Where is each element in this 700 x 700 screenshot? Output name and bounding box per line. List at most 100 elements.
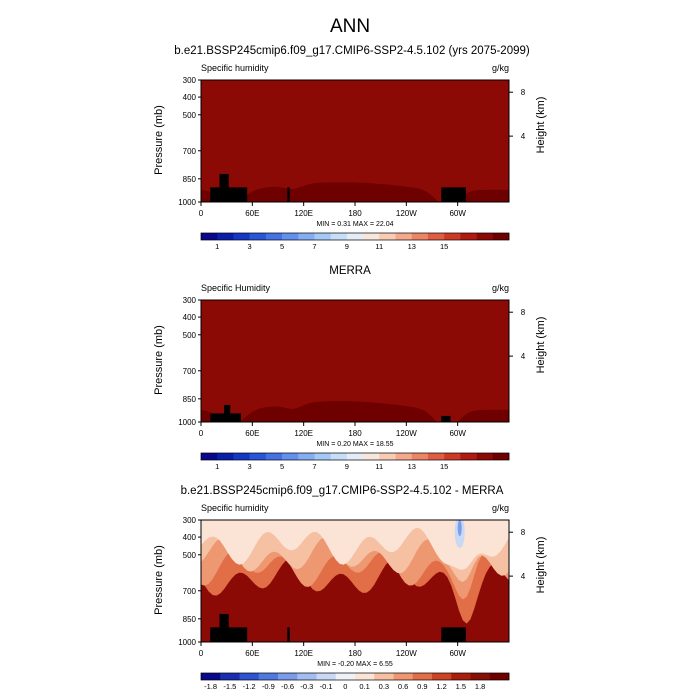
x-tick-label: 180 xyxy=(348,429,362,438)
colorbar-label: 3 xyxy=(248,462,252,471)
colorbar-label: 5 xyxy=(280,462,284,471)
y-axis-label: Pressure (mb) xyxy=(153,545,165,615)
colorbar-swatch xyxy=(427,233,445,240)
colorbar-label: 0.3 xyxy=(379,682,389,691)
y-tick-label: 500 xyxy=(183,551,197,560)
colorbar-swatch xyxy=(363,453,380,460)
colorbar-label: 0.6 xyxy=(398,682,408,691)
variable-label: Specific Humidity xyxy=(201,283,271,293)
y-tick-label: 850 xyxy=(183,615,197,624)
land-mask xyxy=(287,187,290,202)
colorbar-label: 0 xyxy=(343,682,347,691)
contour-field xyxy=(201,80,509,202)
colorbar-label: -1.8 xyxy=(204,682,217,691)
x-tick-label: 0 xyxy=(199,649,204,658)
contour-field xyxy=(201,520,509,642)
land-mask xyxy=(287,627,290,642)
x-tick-label: 120W xyxy=(396,649,417,658)
x-tick-label: 120W xyxy=(396,209,417,218)
colorbar-swatch xyxy=(335,673,356,680)
negative-anomaly-core xyxy=(457,520,462,536)
y-axis-label: Pressure (mb) xyxy=(153,325,165,395)
right-axis-label: Height (km) xyxy=(535,97,547,154)
x-tick-label: 60E xyxy=(245,649,259,658)
colorbar-swatch xyxy=(201,673,221,680)
y-tick-label: 400 xyxy=(183,313,197,322)
y-tick-label: 700 xyxy=(183,367,197,376)
colorbar-label: 15 xyxy=(440,242,448,251)
colorbar-swatch xyxy=(217,233,234,240)
x-tick-label: 120E xyxy=(294,649,313,658)
colorbar-swatch xyxy=(411,453,429,460)
colorbar-label: 15 xyxy=(440,462,448,471)
colorbar-swatch xyxy=(314,453,331,460)
colorbar-swatch xyxy=(374,673,394,680)
colorbar-label: 1 xyxy=(215,462,219,471)
colorbar-label: 0.9 xyxy=(417,682,427,691)
contour-band xyxy=(201,80,509,202)
colorbar-swatch xyxy=(249,233,267,240)
x-tick-label: 120E xyxy=(294,429,313,438)
land-mask xyxy=(219,173,229,188)
colorbar-label: 1.5 xyxy=(456,682,466,691)
colorbar-swatch xyxy=(432,673,452,680)
x-tick-label: 60E xyxy=(245,429,259,438)
colorbar-swatch xyxy=(249,453,267,460)
land-mask xyxy=(441,187,466,202)
y-axis-label: Pressure (mb) xyxy=(153,105,165,175)
colorbar-swatch xyxy=(444,233,461,240)
colorbar-swatch xyxy=(217,453,234,460)
colorbar-swatch xyxy=(265,453,283,460)
y-tick-label: 1000 xyxy=(178,418,196,427)
colorbar-swatch xyxy=(460,233,477,240)
colorbar-swatch xyxy=(393,673,414,680)
x-tick-label: 60W xyxy=(449,429,466,438)
colorbar-frame xyxy=(200,452,510,461)
y-tick-label: 700 xyxy=(183,587,197,596)
colorbar-swatch xyxy=(265,233,283,240)
colorbar-swatch xyxy=(451,673,471,680)
colorbar-swatch xyxy=(239,673,260,680)
figure-title: ANN xyxy=(330,16,370,37)
panel-title: b.e21.BSSP245cmip6.f09_g17.CMIP6-SSP2-4.… xyxy=(181,485,504,497)
y-tick-label: 300 xyxy=(183,76,197,85)
x-tick-label: 60W xyxy=(449,209,466,218)
land-mask xyxy=(219,613,229,628)
colorbar-swatch xyxy=(330,453,348,460)
colorbar-frame xyxy=(200,232,510,241)
land-mask xyxy=(210,187,248,202)
y-tick-label: 850 xyxy=(183,395,197,404)
colorbar-swatch xyxy=(379,453,396,460)
land-mask xyxy=(210,627,248,642)
y-tick-label: 300 xyxy=(183,296,197,305)
y-tick-label: 500 xyxy=(183,331,197,340)
x-tick-label: 60W xyxy=(449,649,466,658)
contour-field xyxy=(201,300,509,422)
colorbar-swatch xyxy=(278,673,298,680)
height-tick-label: 8 xyxy=(521,528,526,537)
colorbar-swatch xyxy=(282,233,299,240)
colorbar-label: 1 xyxy=(215,242,219,251)
colorbar-label: 1.8 xyxy=(475,682,485,691)
colorbar-swatch xyxy=(282,453,299,460)
x-tick-label: 180 xyxy=(348,209,362,218)
panel-difference: b.e21.BSSP245cmip6.f09_g17.CMIP6-SSP2-4.… xyxy=(153,485,547,691)
colorbar-label: 7 xyxy=(312,242,316,251)
height-tick-label: 8 xyxy=(521,88,526,97)
colorbar-label: 3 xyxy=(248,242,252,251)
colorbar-swatch xyxy=(346,233,364,240)
colorbar-swatch xyxy=(233,453,250,460)
colorbar-swatch xyxy=(314,233,331,240)
panel-model: b.e21.BSSP245cmip6.f09_g17.CMIP6-SSP2-4.… xyxy=(153,45,547,251)
colorbar-swatch xyxy=(379,233,396,240)
colorbar-swatch xyxy=(201,453,218,460)
land-mask xyxy=(441,627,466,642)
land-mask xyxy=(224,404,231,422)
colorbar-swatch xyxy=(460,453,477,460)
contour-band xyxy=(201,300,509,422)
stats-label: MIN = 0.31 MAX = 22.04 xyxy=(316,221,393,228)
y-tick-label: 850 xyxy=(183,175,197,184)
colorbar-swatch xyxy=(476,233,494,240)
colorbar-swatch xyxy=(355,673,375,680)
colorbar-label: -1.5 xyxy=(223,682,236,691)
